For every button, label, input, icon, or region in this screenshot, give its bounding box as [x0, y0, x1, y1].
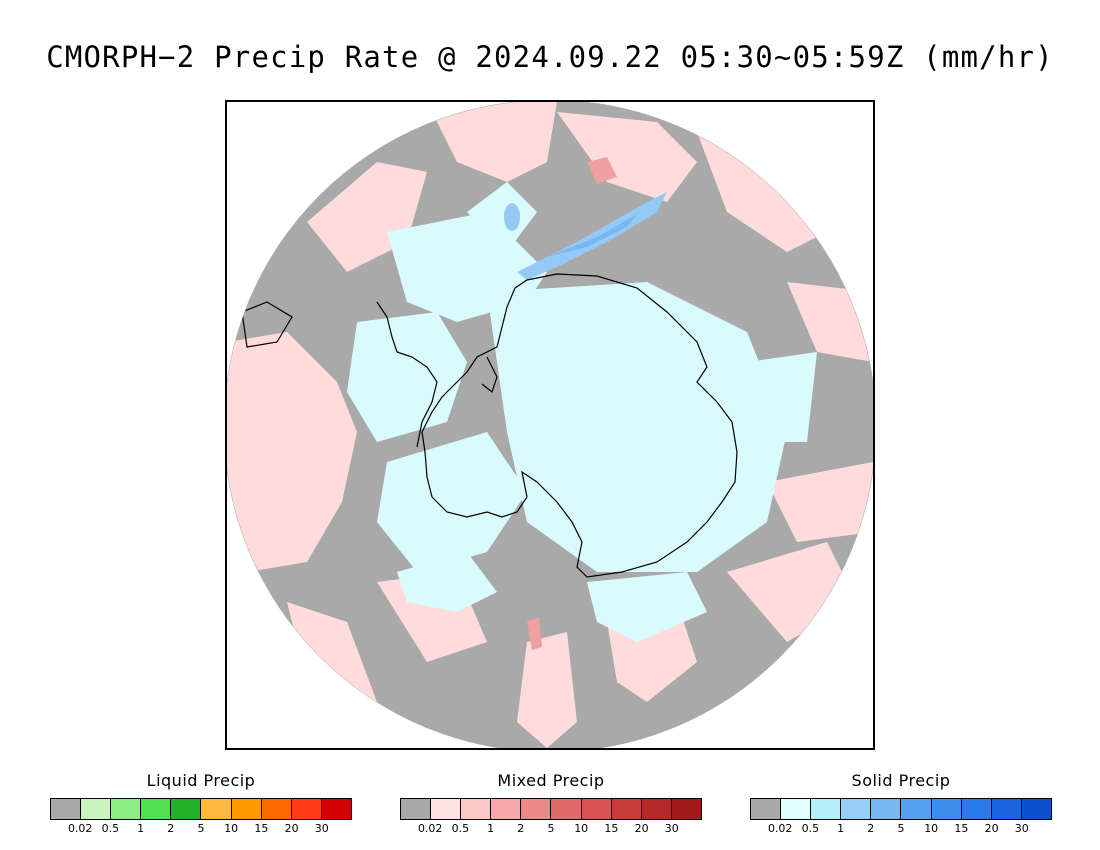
legend-tick-label: 1: [837, 822, 845, 835]
legend-title: Solid Precip: [851, 771, 951, 790]
legend-swatch: [51, 799, 82, 819]
map-title: CMORPH−2 Precip Rate @ 2024.09.22 05:30~…: [46, 40, 1054, 74]
legend-tick-label: 0.5: [801, 822, 820, 835]
legend-swatch: [231, 799, 262, 819]
legend-swatch: [321, 799, 351, 819]
legend-tick-label: 15: [604, 822, 619, 835]
legend-swatch: [781, 799, 812, 819]
legend-swatch: [751, 799, 782, 819]
legend-tick-label: 10: [924, 822, 939, 835]
legend-tick-label: 30: [314, 822, 329, 835]
legend-ticks: 0.02 0.5 1 2 5 10 15 20 30: [750, 822, 1052, 838]
legend-swatch: [671, 799, 701, 819]
legend-tick-label: 2: [517, 822, 525, 835]
legend-ticks: 0.02 0.5 1 2 5 10 15 20 30: [50, 822, 352, 838]
legend-mixed: Mixed Precip 0.02 0.5 1 2 5 10 15 20 30: [400, 770, 702, 838]
legend-tick-label: 15: [954, 822, 969, 835]
legend-swatch: [261, 799, 292, 819]
legend-tick-label: 5: [547, 822, 555, 835]
legend-tick-label: 10: [224, 822, 239, 835]
legend-liquid: Liquid Precip 0.02 0.5 1 2 5 10 15 20 30: [50, 770, 352, 838]
legend-swatch: [141, 799, 172, 819]
legend-swatch: [641, 799, 672, 819]
legend-tick-label: 2: [867, 822, 875, 835]
legend-swatch: [521, 799, 552, 819]
legend-swatch: [841, 799, 872, 819]
legend-tick-label: 0.02: [67, 822, 93, 835]
legend-swatch: [871, 799, 902, 819]
legend-colorbar: [400, 798, 702, 820]
legend-swatch: [491, 799, 522, 819]
legend-tick-label: 2: [167, 822, 175, 835]
legend-tick-label: 15: [254, 822, 269, 835]
legend-tick-label: 5: [897, 822, 905, 835]
solid-precip-regions: [347, 182, 817, 642]
legend-swatch: [431, 799, 462, 819]
legend-swatch: [551, 799, 582, 819]
legend-tick-label: 30: [1014, 822, 1029, 835]
heavy-snow-band: [504, 192, 667, 280]
legend-swatch: [171, 799, 202, 819]
legend-swatch: [901, 799, 932, 819]
legend-swatch: [581, 799, 612, 819]
legend-tick-label: 0.5: [101, 822, 120, 835]
legend-tick-label: 0.02: [417, 822, 443, 835]
legend-swatch: [111, 799, 142, 819]
legend-colorbar: [750, 798, 1052, 820]
legend-solid: Solid Precip 0.02 0.5 1 2 5 10 15 20 30: [750, 770, 1052, 838]
legend-swatch: [81, 799, 112, 819]
legend-swatch: [291, 799, 322, 819]
legend-swatch: [201, 799, 232, 819]
map-frame[interactable]: [225, 100, 875, 750]
legend-swatch: [461, 799, 492, 819]
legend-tick-label: 20: [984, 822, 999, 835]
antarctica-coastline: [241, 273, 738, 578]
legend-tick-label: 5: [197, 822, 205, 835]
legend-tick-label: 20: [284, 822, 299, 835]
polar-precip-map[interactable]: [227, 102, 873, 748]
legend-swatch: [611, 799, 642, 819]
legend-tick-label: 0.5: [451, 822, 470, 835]
legend-swatch: [401, 799, 432, 819]
legend-swatch: [1021, 799, 1051, 819]
legend-swatch: [811, 799, 842, 819]
legend-swatch: [961, 799, 992, 819]
legend-tick-label: 30: [664, 822, 679, 835]
legend-title: Mixed Precip: [497, 771, 605, 790]
legend-swatch: [991, 799, 1022, 819]
legend-tick-label: 10: [574, 822, 589, 835]
mixed-precip-regions: [227, 102, 873, 748]
legend-colorbar: [50, 798, 352, 820]
legend-tick-label: 1: [487, 822, 495, 835]
legend-tick-label: 20: [634, 822, 649, 835]
legend-tick-label: 0.02: [767, 822, 793, 835]
legend-title: Liquid Precip: [146, 771, 256, 790]
legend-ticks: 0.02 0.5 1 2 5 10 15 20 30: [400, 822, 702, 838]
legend-tick-label: 1: [137, 822, 145, 835]
moderate-mixed-precip: [527, 157, 617, 650]
legend-swatch: [931, 799, 962, 819]
